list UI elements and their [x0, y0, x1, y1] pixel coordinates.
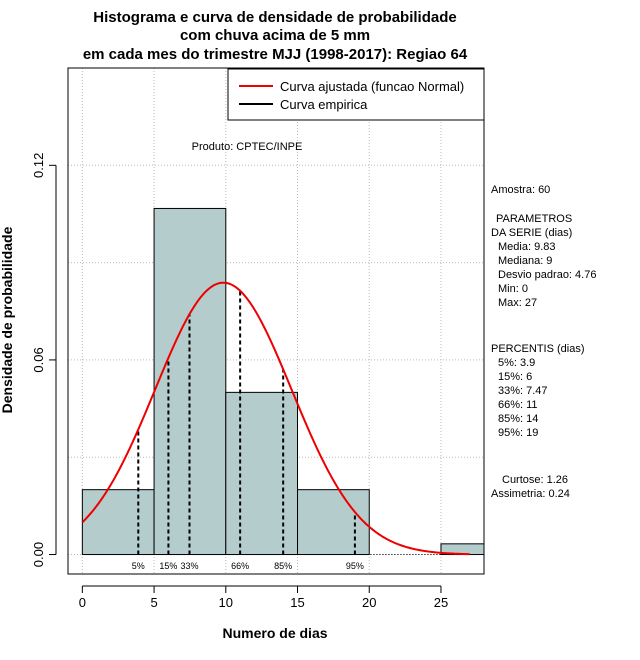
- x-tick-label: 25: [434, 595, 448, 610]
- stat-pct-header: PERCENTIS (dias): [491, 343, 585, 355]
- stat-sd: Desvio padrao: 4.76: [498, 269, 596, 281]
- y-axis-title: Densidade de probabilidade: [0, 226, 15, 413]
- stat-p5: 5%: 3.9: [498, 357, 535, 369]
- plot-frame: [67, 67, 485, 575]
- stat-skewness: Assimetria: 0.24: [491, 488, 570, 500]
- histogram-bar: [225, 391, 299, 556]
- y-tick-label: 0.12: [31, 153, 46, 178]
- chart-title-line-3: em cada mes do trimestre MJJ (1998-2017)…: [83, 46, 468, 63]
- legend-box: [227, 68, 485, 121]
- stat-min: Min: 0: [498, 283, 528, 295]
- y-tick-label: 0.06: [31, 347, 46, 372]
- chart-title-line-1: Histograma e curva de densidade de proba…: [93, 9, 456, 26]
- normal-curve: [81, 281, 470, 556]
- stat-p85: 85%: 14: [498, 413, 538, 425]
- stat-p95: 95%: 19: [498, 427, 538, 439]
- x-tick-label: 15: [290, 595, 304, 610]
- x-tick-label: 10: [219, 595, 233, 610]
- credit-text: Produto: CPTEC/INPE: [192, 141, 303, 153]
- percentile-label: 85%: [274, 561, 292, 571]
- legend-fitted-label: Curva ajustada (funcao Normal): [280, 79, 464, 94]
- x-axis-title: Numero de dias: [222, 625, 327, 641]
- stat-params-header-1: PARAMETROS: [496, 213, 572, 225]
- x-tick-label: 0: [79, 595, 86, 610]
- stat-p33: 33%: 7.47: [498, 385, 548, 397]
- histogram-bars: [81, 207, 485, 556]
- fitted-normal-curve: [81, 281, 470, 556]
- legend: Curva ajustada (funcao Normal) Curva emp…: [227, 68, 485, 121]
- x-tick-label: 20: [362, 595, 376, 610]
- x-tick-label: 5: [150, 595, 157, 610]
- percentile-label: 66%: [231, 561, 249, 571]
- percentile-lines: 5% 15% 33% 66% 85% 95%: [132, 290, 364, 571]
- histogram-bar: [297, 489, 370, 556]
- stat-params-header-2: DA SERIE (dias): [491, 227, 572, 239]
- percentile-label: 5%: [132, 561, 145, 571]
- stats-panel: Amostra: 60 PARAMETROS DA SERIE (dias) M…: [491, 184, 596, 500]
- histogram-bar: [81, 489, 155, 556]
- chart-title-line-2: com chuva acima de 5 mm: [180, 27, 370, 44]
- stat-median: Mediana: 9: [498, 255, 552, 267]
- percentile-label: 33%: [180, 561, 198, 571]
- legend-empirical-label: Curva empirica: [280, 97, 368, 112]
- stat-kurtosis: Curtose: 1.26: [502, 474, 568, 486]
- y-tick-label: 0.00: [31, 542, 46, 567]
- stat-max: Max: 27: [498, 297, 537, 309]
- percentile-label: 15%: [159, 561, 177, 571]
- stat-sample: Amostra: 60: [491, 184, 550, 196]
- axes: 0 5 10 15 20 25 0.00 0.06 0.12: [31, 153, 448, 610]
- stat-p15: 15%: 6: [498, 371, 532, 383]
- stat-p66: 66%: 11: [498, 399, 538, 411]
- percentile-label: 95%: [346, 561, 364, 571]
- stat-mean: Media: 9.83: [498, 241, 555, 253]
